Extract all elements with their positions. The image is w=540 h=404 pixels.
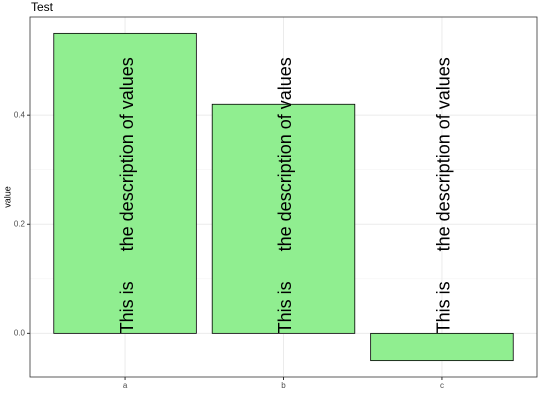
y-tick-label: 0.2 <box>14 219 26 228</box>
annotation: This is the description of values <box>434 57 454 333</box>
bar <box>370 332 514 362</box>
x-tick-label: b <box>281 381 286 390</box>
panel-border <box>29 16 538 378</box>
y-tick-label: 0.0 <box>14 328 26 337</box>
annotation: This is the description of values <box>117 57 137 333</box>
chart-title: Test <box>31 0 54 14</box>
bar <box>53 32 197 334</box>
y-axis-label: value <box>2 186 12 208</box>
annotation: This is the description of values <box>275 57 295 333</box>
x-tick-label: c <box>440 381 444 390</box>
bar <box>211 103 356 334</box>
x-tick-label: a <box>123 381 128 390</box>
y-tick-label: 0.4 <box>14 110 26 119</box>
